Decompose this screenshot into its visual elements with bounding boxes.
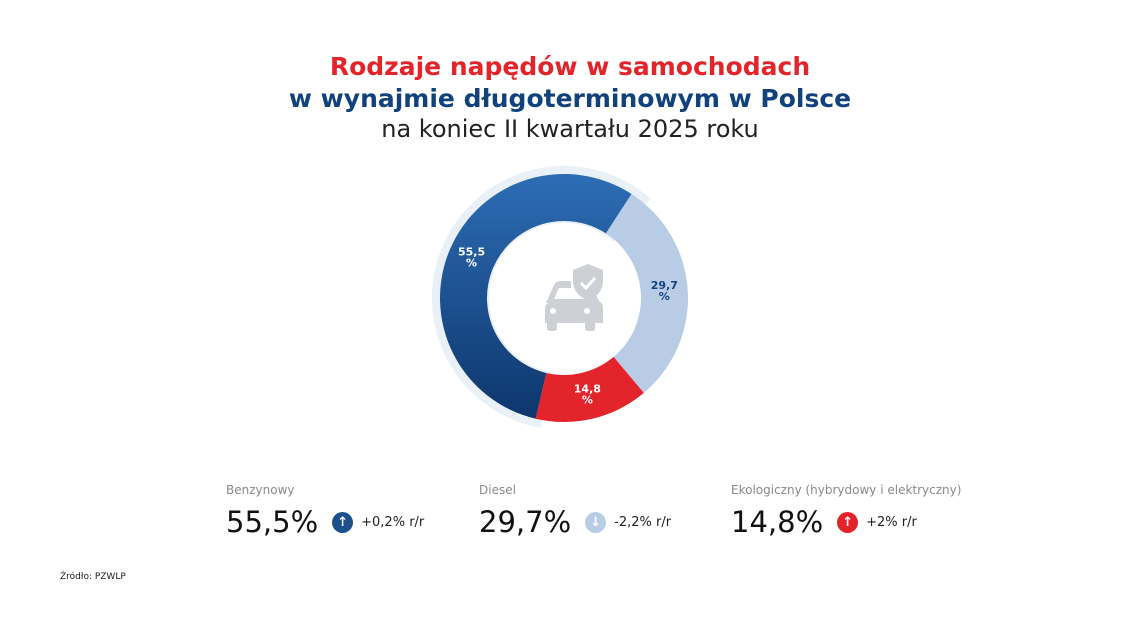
data-label: 29,7% bbox=[651, 279, 678, 303]
arrow-down-icon: ↓ bbox=[585, 511, 607, 533]
stat-label: Benzynowy bbox=[226, 483, 295, 497]
source-note: Źródło: PZWLP bbox=[60, 572, 126, 582]
data-label: 55,5% bbox=[458, 246, 485, 270]
arrow-up-icon: ↑ bbox=[837, 511, 859, 533]
stat-change: -2,2% r/r bbox=[614, 514, 672, 530]
title-line-3: na koniec II kwartału 2025 roku bbox=[381, 115, 759, 143]
stat-value: 55,5% bbox=[226, 505, 319, 539]
stat-ekologiczny: Ekologiczny (hybrydowy i elektryczny) 14… bbox=[731, 483, 961, 539]
stat-diesel: Diesel 29,7% ↓ -2,2% r/r bbox=[479, 483, 671, 539]
slice-0 bbox=[439, 173, 632, 419]
arrow-up-icon: ↑ bbox=[332, 511, 354, 533]
title-line-2: w wynajmie długoterminowym w Polsce bbox=[288, 84, 852, 113]
slice-1 bbox=[605, 194, 688, 393]
stat-label: Diesel bbox=[479, 483, 516, 497]
stat-benzynowy: Benzynowy 55,5% ↑ +0,2% r/r bbox=[226, 483, 424, 539]
car-shield-check-icon bbox=[545, 264, 603, 331]
stat-label: Ekologiczny (hybrydowy i elektryczny) bbox=[731, 483, 962, 497]
stat-value: 29,7% bbox=[479, 505, 572, 539]
stat-change: +0,2% r/r bbox=[361, 514, 425, 530]
data-label: 14,8% bbox=[574, 383, 601, 407]
slice-2 bbox=[535, 356, 644, 422]
stat-value: 14,8% bbox=[731, 505, 824, 539]
stat-change: +2% r/r bbox=[866, 514, 917, 530]
title-line-1: Rodzaje napędów w samochodach bbox=[329, 52, 811, 81]
